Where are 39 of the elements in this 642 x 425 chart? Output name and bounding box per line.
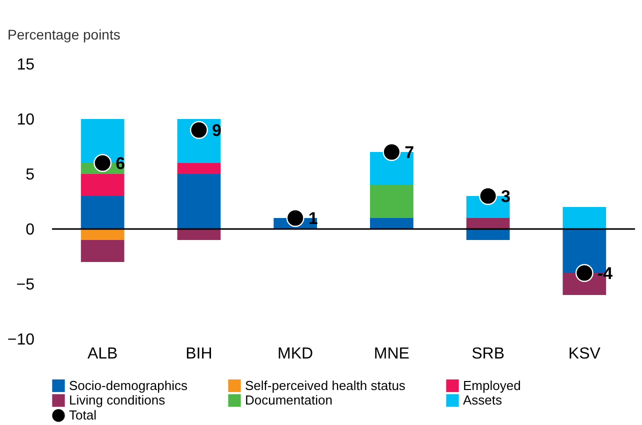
bar — [466, 229, 510, 240]
point — [94, 154, 112, 172]
bar — [80, 229, 124, 240]
y-tick-label: −5 — [16, 276, 35, 294]
bar — [80, 174, 124, 196]
y-tick-label: −10 — [7, 332, 35, 348]
bar — [177, 229, 221, 240]
y-axis-title: Percentage points — [8, 26, 120, 42]
bar — [177, 163, 221, 174]
bar — [177, 174, 221, 229]
x-tick-label: MKD — [278, 346, 314, 362]
point — [286, 209, 304, 227]
y-tick-label: 0 — [26, 222, 35, 238]
bar — [370, 185, 414, 218]
bar — [80, 240, 124, 262]
legend-label: Socio-demographics — [69, 378, 188, 393]
legend-label: Documentation — [245, 392, 332, 408]
legend-label: Total — [69, 408, 97, 422]
y-tick-label: 5 — [26, 166, 35, 184]
legend-label: Assets — [463, 392, 503, 408]
point — [190, 121, 208, 139]
x-tick-label: KSV — [568, 346, 601, 362]
x-tick-label: ALB — [87, 346, 118, 362]
x-tick-label: BIH — [186, 346, 212, 362]
bar — [562, 207, 606, 229]
point — [382, 143, 401, 161]
bar — [370, 218, 414, 229]
x-tick-label: MNE — [374, 346, 410, 362]
legend-label: Living conditions — [69, 392, 166, 408]
point — [575, 264, 594, 282]
x-tick-label: SRB — [472, 346, 504, 362]
data-label: -4 — [597, 264, 614, 283]
legend-label: Employed — [463, 378, 521, 393]
bar — [466, 218, 510, 229]
point — [479, 187, 498, 205]
y-tick-label: 10 — [16, 112, 35, 128]
legend-label: Self-perceived health status — [245, 378, 406, 393]
bar — [80, 196, 124, 229]
y-tick-label: 15 — [16, 56, 35, 74]
